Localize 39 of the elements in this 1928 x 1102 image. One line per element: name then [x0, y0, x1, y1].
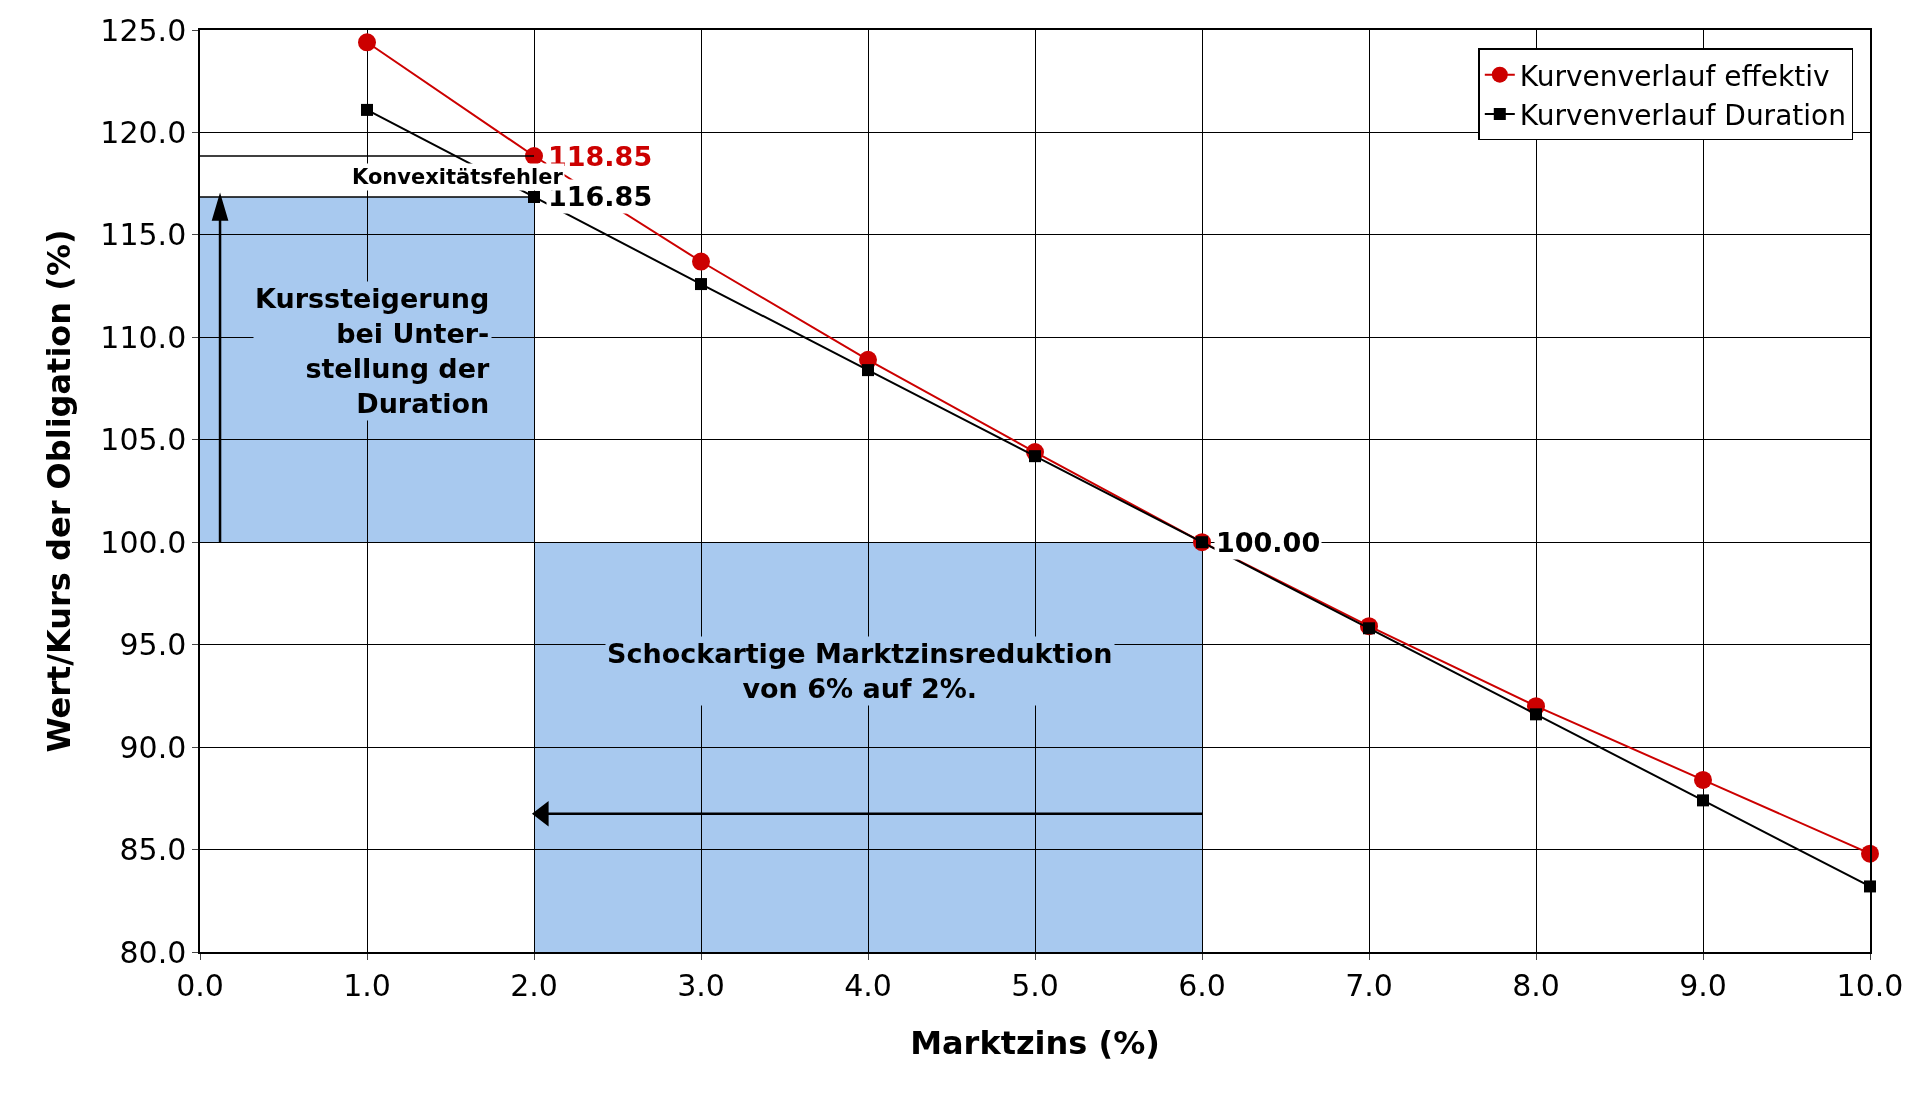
x-tick-label: 6.0	[1178, 967, 1226, 1003]
point	[695, 278, 707, 291]
x-tick-label: 3.0	[677, 967, 725, 1003]
y-tick-label: 100.0	[100, 524, 187, 560]
y-tick-label: 90.0	[119, 729, 187, 765]
x-tick-label: 10.0	[1836, 967, 1904, 1003]
point	[528, 190, 540, 203]
y-tick-label: 120.0	[100, 114, 187, 150]
y-tick-label: 95.0	[119, 627, 187, 663]
point	[1530, 708, 1542, 721]
y-tick-label: 110.0	[100, 319, 187, 355]
point	[358, 33, 376, 52]
x-tick-label: 0.0	[176, 967, 224, 1003]
point	[361, 103, 373, 116]
x-tick-label: 8.0	[1512, 967, 1560, 1003]
point	[525, 147, 543, 165]
legend-label: Kurvenverlauf Duration	[1519, 98, 1846, 132]
point	[1694, 770, 1712, 789]
legend-label: Kurvenverlauf effektiv	[1519, 59, 1830, 93]
x-tick-label: 4.0	[844, 967, 892, 1003]
data-label: 100.00	[1216, 527, 1321, 558]
x-tick-label: 9.0	[1679, 967, 1727, 1003]
point	[1697, 794, 1709, 807]
point	[862, 364, 874, 377]
data-label: 118.85	[548, 141, 653, 172]
x-tick-label: 2.0	[510, 967, 558, 1003]
point	[692, 252, 710, 271]
y-tick-label: 105.0	[100, 422, 187, 458]
y-tick-label: 85.0	[119, 832, 187, 868]
y-tick-label: 125.0	[100, 12, 187, 48]
x-axis-title: Marktzins (%)	[910, 1024, 1160, 1063]
y-tick-label: 80.0	[119, 934, 187, 970]
annotation: Kurssteigerung bei Unter- stellung der Duration	[255, 283, 490, 420]
annotation: Schockartige Marktzinsreduktion von 6% auf 2%.	[607, 638, 1113, 705]
x-tick-label: 1.0	[343, 967, 391, 1003]
y-axis-title: Wert/Kurs der Obligation (%)	[40, 229, 79, 753]
y-tick-label: 115.0	[100, 217, 187, 253]
x-tick-label: 7.0	[1345, 967, 1393, 1003]
x-tick-label: 5.0	[1011, 967, 1059, 1003]
